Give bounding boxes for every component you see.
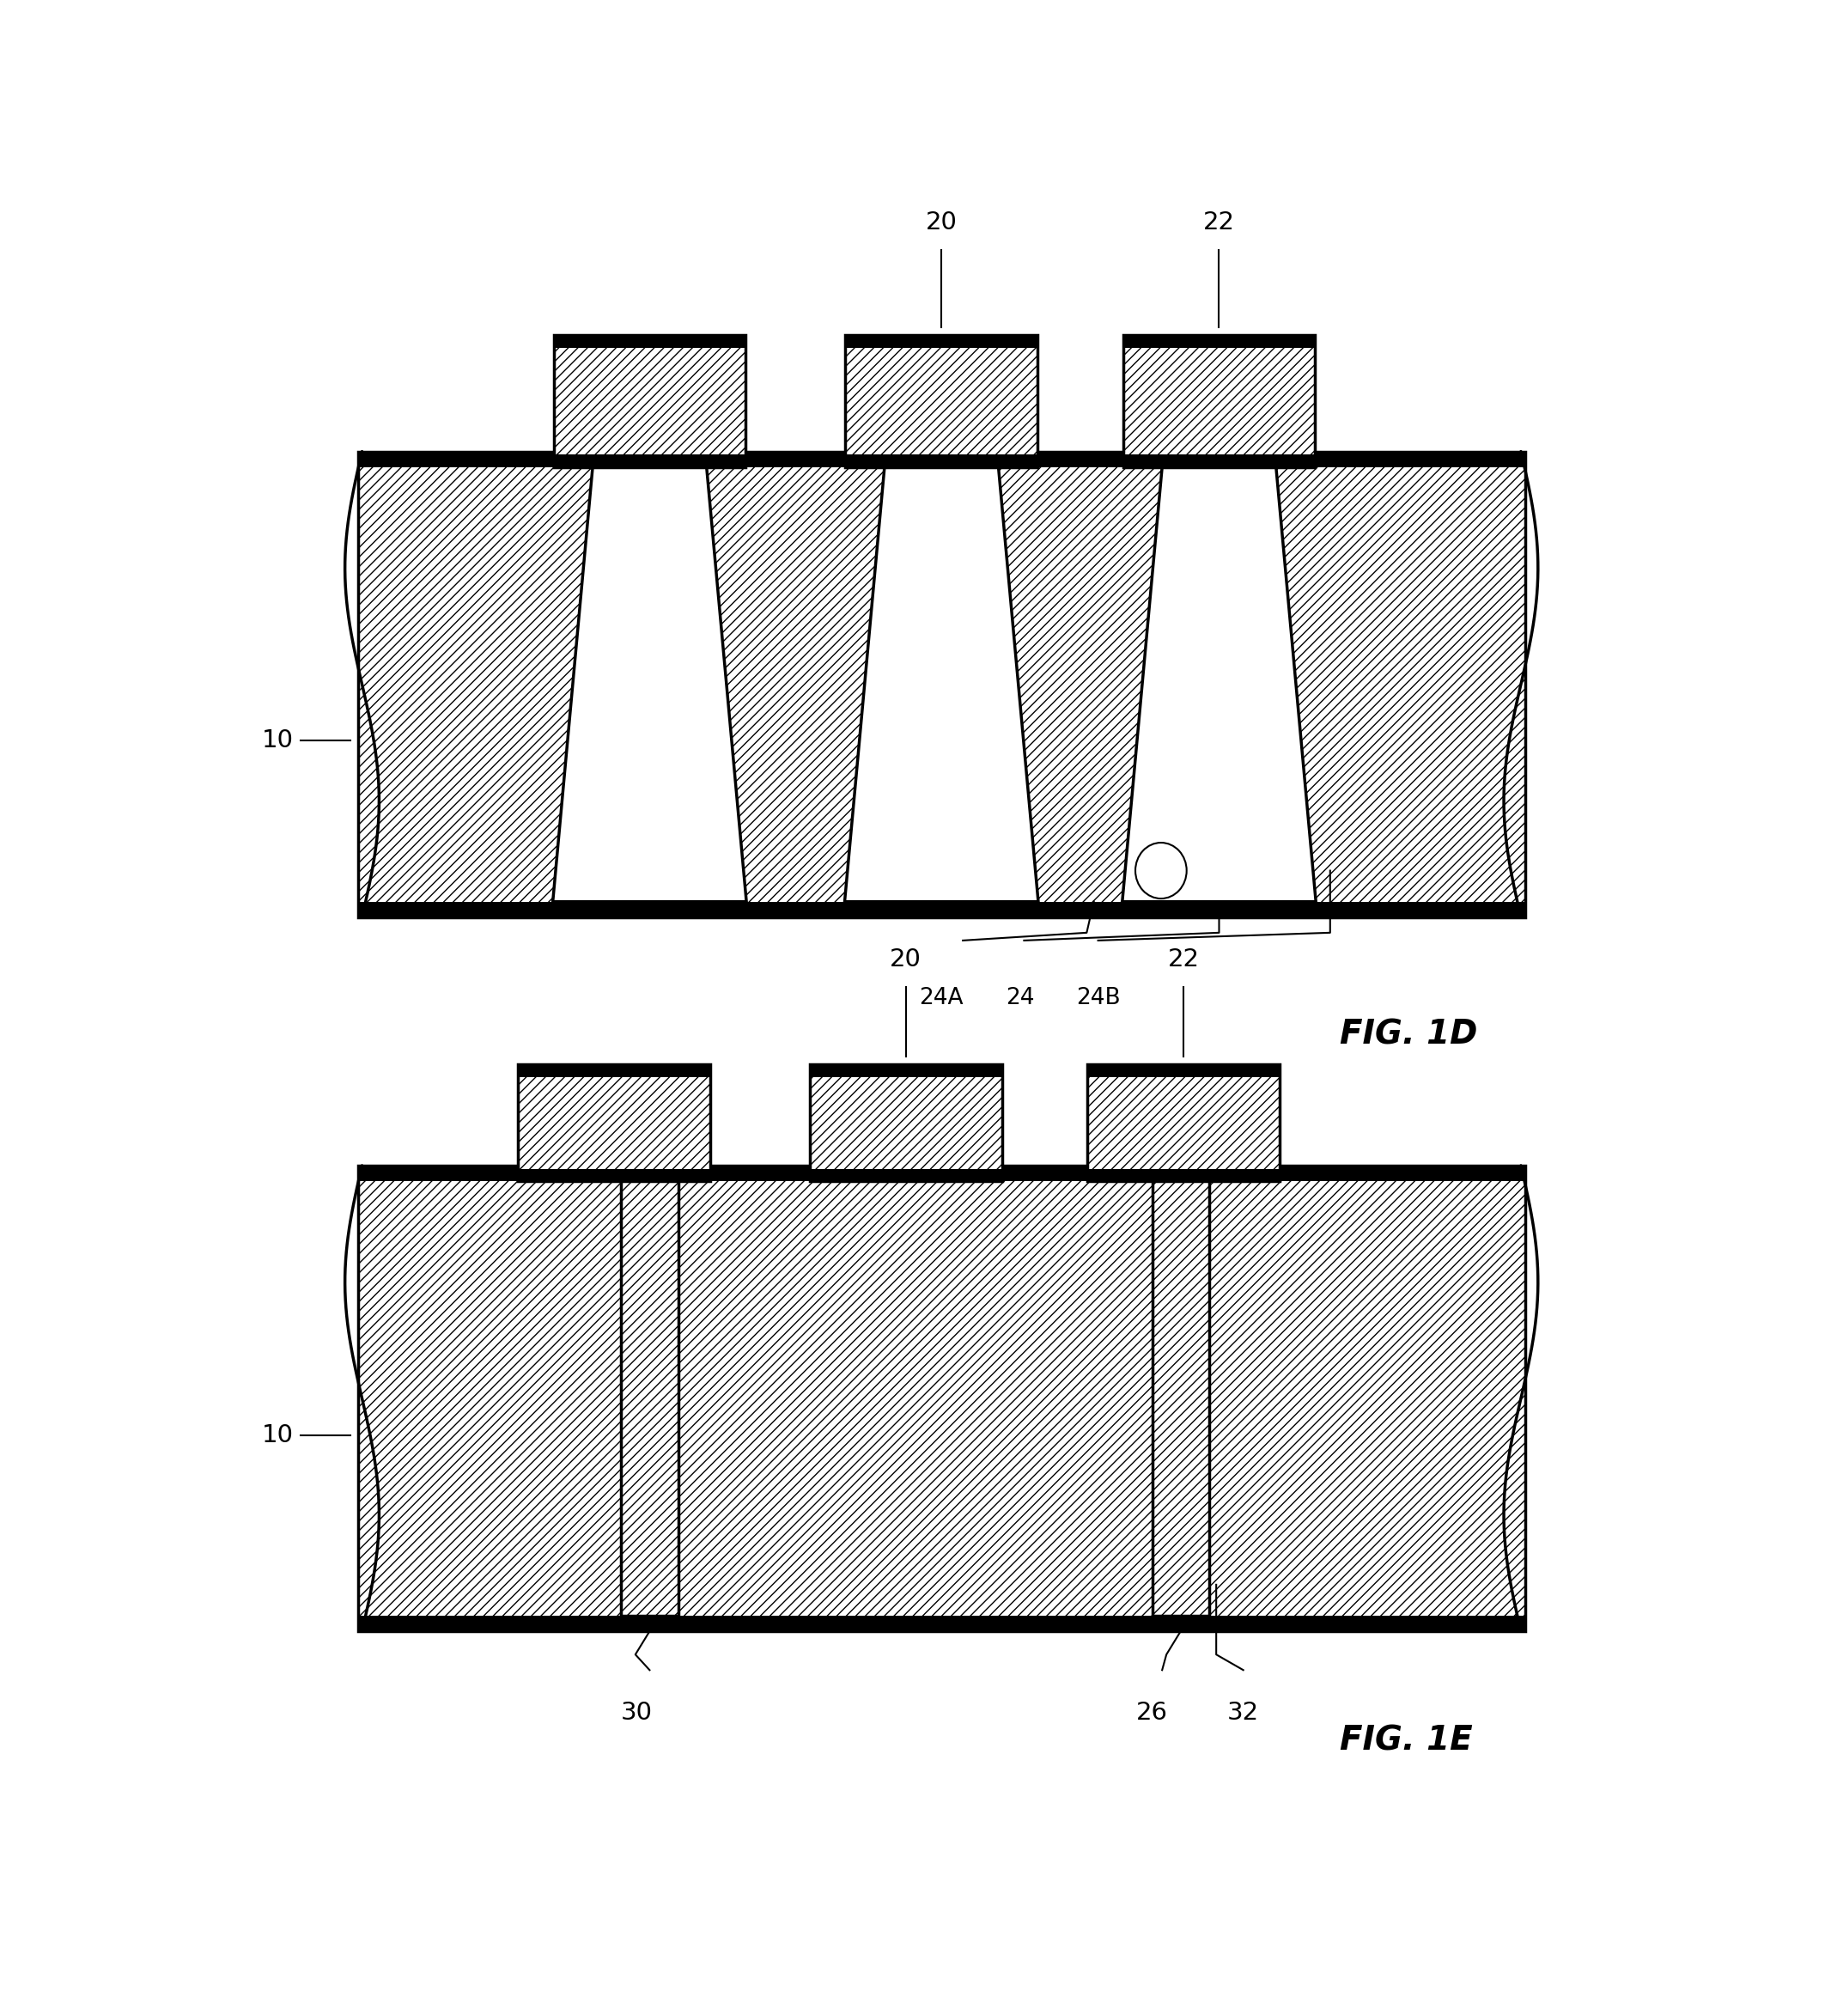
Bar (553, 335, 746, 347)
Bar (810, 1169, 1001, 1181)
Bar (358, 901, 1525, 917)
Bar (1088, 1064, 1280, 1077)
Bar (518, 1169, 711, 1181)
Text: 24: 24 (1005, 988, 1034, 1010)
Text: 24A: 24A (918, 988, 964, 1010)
Bar (358, 452, 1525, 917)
Text: 32: 32 (1227, 1702, 1258, 1726)
Bar (845, 454, 1038, 468)
Text: 26: 26 (1137, 1702, 1168, 1726)
Bar (810, 1064, 1001, 1181)
Text: FIG. 1E: FIG. 1E (1341, 1724, 1473, 1758)
Bar (810, 1064, 1001, 1077)
Bar (358, 1165, 1525, 1181)
Polygon shape (845, 468, 1038, 901)
Text: 10: 10 (263, 728, 294, 752)
Text: 22: 22 (1168, 948, 1200, 972)
Bar (1152, 1181, 1209, 1615)
Bar (1122, 335, 1315, 347)
Bar (1122, 335, 1315, 468)
Bar (518, 1064, 711, 1077)
Bar (358, 1615, 1525, 1631)
Bar (553, 335, 746, 468)
Text: 20: 20 (926, 210, 957, 234)
Text: 20: 20 (891, 948, 922, 972)
Bar (358, 1165, 1525, 1631)
Bar (518, 1064, 711, 1181)
Bar (358, 452, 1525, 468)
Text: 30: 30 (621, 1702, 652, 1726)
Bar (845, 335, 1038, 347)
Bar (621, 1181, 678, 1615)
Bar (621, 1181, 678, 1615)
Polygon shape (1122, 468, 1315, 901)
Bar (1088, 1064, 1280, 1181)
Text: FIG. 1D: FIG. 1D (1341, 1018, 1477, 1050)
Text: 24B: 24B (1076, 988, 1121, 1010)
Bar (1122, 454, 1315, 468)
Text: 22: 22 (1203, 210, 1234, 234)
Polygon shape (553, 468, 746, 901)
Text: 10: 10 (263, 1423, 294, 1447)
Bar (553, 454, 746, 468)
Bar (1088, 1169, 1280, 1181)
Bar (845, 335, 1038, 468)
Bar (1152, 1181, 1209, 1615)
